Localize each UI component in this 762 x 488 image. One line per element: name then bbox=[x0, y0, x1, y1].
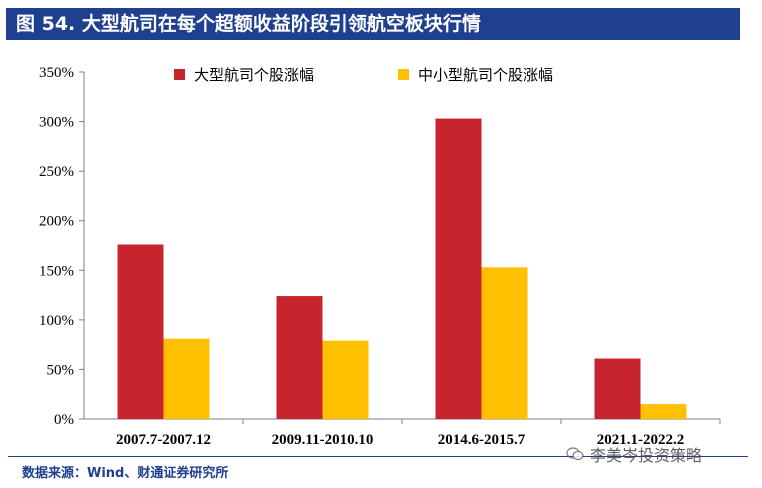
y-tick-label: 350% bbox=[39, 65, 74, 81]
bar-large-3 bbox=[594, 358, 641, 419]
bar-small-3 bbox=[640, 404, 687, 419]
y-tick-label: 0% bbox=[54, 412, 74, 428]
figure-title: 图 54. 大型航司在每个超额收益阶段引领航空板块行情 bbox=[6, 8, 740, 40]
y-tick-label: 300% bbox=[39, 115, 74, 131]
source-divider bbox=[8, 456, 748, 457]
watermark: 李美岑投资策略 bbox=[566, 442, 702, 466]
legend-swatch-1 bbox=[398, 69, 409, 80]
bar-large-2 bbox=[435, 118, 482, 420]
bar-small-2 bbox=[481, 267, 528, 419]
y-tick-label: 100% bbox=[39, 313, 74, 329]
y-tick-label: 200% bbox=[39, 214, 74, 230]
x-tick-label: 2007.7-2007.12 bbox=[116, 432, 211, 448]
x-tick-label: 2009.11-2010.10 bbox=[272, 432, 374, 448]
y-tick-label: 250% bbox=[39, 164, 74, 180]
x-tick-label: 2021.1-2022.2 bbox=[597, 432, 685, 448]
legend-swatch-0 bbox=[174, 69, 185, 80]
y-tick-label: 150% bbox=[39, 263, 74, 279]
bar-small-1 bbox=[322, 340, 369, 419]
bar-large-0 bbox=[117, 244, 164, 419]
data-source: 数据来源：Wind、财通证券研究所 bbox=[22, 466, 229, 481]
y-tick-label: 50% bbox=[47, 362, 75, 378]
x-tick-label: 2014.6-2015.7 bbox=[438, 432, 526, 448]
legend-label-1: 中小型航司个股涨幅 bbox=[418, 66, 553, 84]
bar-large-1 bbox=[276, 296, 323, 419]
bar-small-0 bbox=[163, 338, 210, 419]
chat-bubble-icon bbox=[566, 447, 584, 461]
watermark-text: 李美岑投资策略 bbox=[590, 446, 703, 465]
legend-label-0: 大型航司个股涨幅 bbox=[194, 66, 314, 84]
